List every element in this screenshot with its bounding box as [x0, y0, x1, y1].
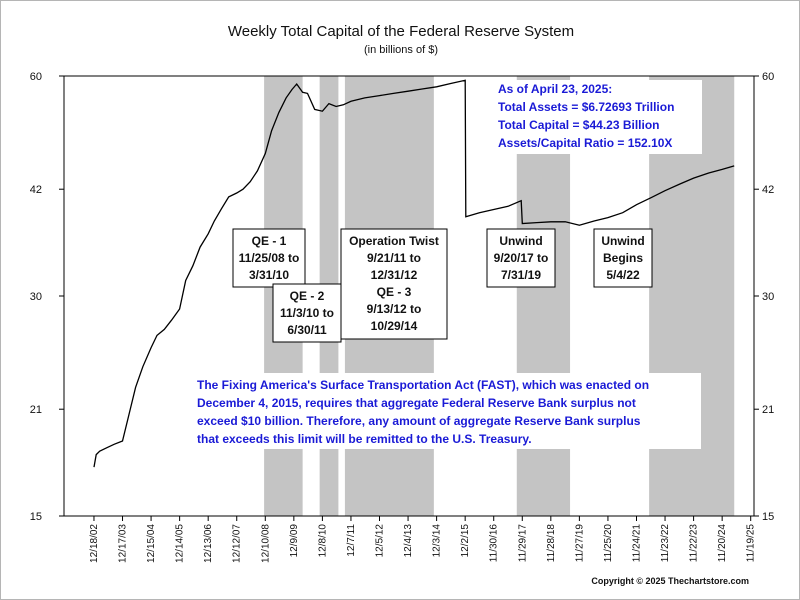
stats-line: Total Capital = $44.23 Billion — [498, 118, 660, 132]
x-tick-label: 12/10/08 — [260, 524, 271, 563]
fast-note: The Fixing America's Surface Transportat… — [191, 373, 701, 449]
x-tick-label: 12/15/04 — [146, 524, 157, 563]
stats-box: As of April 23, 2025: Total Assets = $6.7… — [492, 80, 702, 154]
annotation-line: QE - 3 — [377, 285, 412, 299]
y-tick-label-left: 42 — [30, 184, 42, 196]
x-tick-label: 12/17/03 — [118, 524, 129, 563]
x-tick-label: 12/4/13 — [403, 524, 414, 558]
annotation-box2: QE - 2 11/3/10 to 6/30/11 — [272, 283, 342, 343]
y-tick-label-left: 15 — [30, 511, 42, 523]
annotation-line: 9/21/11 to — [367, 251, 421, 265]
annotation-line: 6/30/11 — [287, 323, 327, 337]
annotation-box — [486, 228, 556, 288]
stats-background — [492, 80, 702, 154]
y-tick-label-right: 42 — [762, 184, 774, 196]
note-line: December 4, 2015, requires that aggregat… — [197, 396, 636, 410]
note-line: exceed $10 billion. Therefore, any amoun… — [197, 414, 641, 428]
x-tick-label: 11/19/25 — [746, 524, 757, 563]
chart-subtitle: (in billions of $) — [364, 44, 438, 56]
annotation-line: 10/29/14 — [371, 319, 418, 333]
x-tick-label: 11/22/23 — [689, 524, 700, 563]
annotation-box — [593, 228, 653, 288]
annotation-line: 3/31/10 — [249, 268, 289, 282]
x-tick-label: 12/14/05 — [175, 524, 186, 563]
x-tick-label: 11/25/20 — [603, 524, 614, 563]
x-tick-label: 12/7/11 — [346, 524, 357, 557]
annotation-line: Operation Twist — [349, 234, 439, 248]
copyright-text: Copyright © 2025 Thechartstore.com — [591, 576, 749, 586]
annotation-line: Unwind — [601, 234, 644, 248]
x-tick-label: 12/5/12 — [375, 524, 386, 558]
annotation-box1: QE - 1 11/25/08 to 3/31/10 — [232, 228, 306, 288]
annotation-line: 7/31/19 — [501, 268, 541, 282]
capital-series-line — [93, 79, 735, 468]
annotation-line: 5/4/22 — [606, 268, 640, 282]
annotation-box — [232, 228, 306, 288]
annotation-box5: Unwind Begins 5/4/22 — [593, 228, 653, 288]
x-tick-label: 11/27/19 — [574, 524, 585, 563]
annotation-line: QE - 2 — [290, 289, 325, 303]
annotation-box — [272, 283, 342, 343]
annotation-line: 12/31/12 — [371, 268, 418, 282]
annotation-line: 9/20/17 to — [494, 251, 549, 265]
y-tick-label-left: 21 — [30, 404, 42, 416]
x-tick-label: 12/18/02 — [89, 524, 100, 563]
annotation-line: 11/25/08 to — [239, 251, 300, 265]
y-tick-label-left: 30 — [30, 291, 42, 303]
chart-title: Weekly Total Capital of the Federal Rese… — [228, 23, 574, 40]
stats-line: Assets/Capital Ratio = 152.10X — [498, 136, 672, 150]
x-tick-label: 11/24/21 — [631, 524, 642, 563]
x-tick-label: 12/9/09 — [289, 524, 300, 558]
note-background — [191, 373, 701, 449]
x-tick-label: 12/8/10 — [317, 524, 328, 558]
annotation-line: Begins — [603, 251, 643, 265]
stats-line: As of April 23, 2025: — [498, 82, 612, 96]
stats-line: Total Assets = $6.72693 Trillion — [498, 100, 674, 114]
annotation-box — [340, 228, 448, 340]
x-tick-label: 12/2/15 — [460, 524, 471, 558]
y-tick-label-left: 60 — [30, 71, 42, 83]
annotation-line: 9/13/12 to — [367, 302, 422, 316]
x-tick-label: 12/13/06 — [203, 524, 214, 563]
annotation-box4: Unwind 9/20/17 to 7/31/19 — [486, 228, 556, 288]
x-tick-label: 11/29/17 — [517, 524, 528, 563]
note-line: that exceeds this limit will be remitted… — [197, 432, 532, 446]
annotation-line: Unwind — [499, 234, 542, 248]
y-tick-label-right: 15 — [762, 511, 774, 523]
annotation-line: 11/3/10 to — [280, 306, 334, 320]
x-tick-label: 11/20/24 — [717, 524, 728, 563]
x-tick-label: 12/12/07 — [232, 524, 243, 563]
note-line: The Fixing America's Surface Transportat… — [197, 378, 649, 392]
y-tick-label-right: 30 — [762, 291, 774, 303]
x-tick-label: 11/23/22 — [660, 524, 671, 563]
annotation-box3: Operation Twist 9/21/11 to 12/31/12 QE - 3 9… — [340, 228, 448, 340]
x-axis: 12/18/02 12/17/03 12/15/04 12/14/05 12/13/06… — [89, 516, 757, 563]
x-tick-label: 12/3/14 — [432, 524, 443, 558]
x-tick-label: 11/30/16 — [489, 524, 500, 563]
y-tick-label-right: 60 — [762, 71, 774, 83]
y-tick-label-right: 21 — [762, 404, 774, 416]
y-axis: 15 15 21 21 30 30 42 42 60 60 — [30, 71, 775, 523]
annotation-line: QE - 1 — [252, 234, 287, 248]
x-tick-label: 11/28/18 — [546, 524, 557, 563]
